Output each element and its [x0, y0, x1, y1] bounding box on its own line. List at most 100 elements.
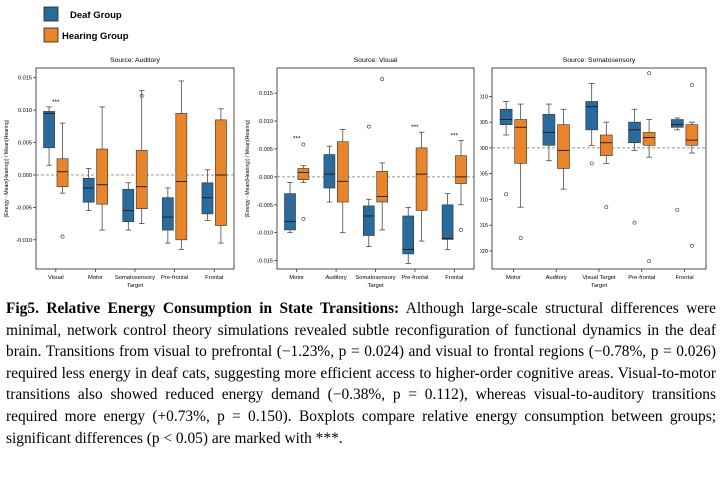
significance-marker: *** — [451, 133, 459, 140]
box-hearing — [96, 106, 108, 231]
y-tick-label: -0.010 — [257, 231, 273, 237]
x-tick-label: Auditory — [325, 275, 346, 281]
x-tick-label: Motor — [506, 275, 521, 281]
x-tick-label: Motor — [88, 275, 103, 281]
box-hearing — [557, 108, 570, 190]
outlier-point — [689, 83, 694, 87]
box-deaf — [82, 168, 95, 211]
box-hearing — [135, 90, 148, 224]
y-tick-label: 0.005 — [480, 120, 488, 126]
panel-source-somatosensory: Source: Somatosensory(Energy - Mean(Hear… — [480, 52, 720, 292]
box-hearing — [455, 140, 467, 232]
outlier-point — [647, 259, 651, 264]
box-iqr — [215, 119, 227, 226]
box-deaf — [323, 145, 336, 203]
x-tick-label: Frontal — [205, 275, 223, 281]
box-deaf — [43, 106, 55, 166]
outlier-point — [301, 216, 306, 221]
box-hearing — [415, 131, 428, 242]
outlier-point — [604, 205, 609, 210]
outlier-point — [301, 142, 306, 147]
box-iqr — [135, 150, 148, 210]
y-tick-label: -0.005 — [16, 205, 32, 211]
box-iqr — [96, 148, 108, 205]
box-iqr — [642, 132, 656, 146]
box-iqr — [628, 121, 641, 144]
box-iqr — [514, 119, 527, 164]
x-axis-label: Target — [367, 283, 384, 289]
box-iqr — [441, 204, 454, 240]
x-tick-label: Somatosensory — [355, 275, 395, 281]
box-hearing — [297, 142, 310, 221]
box-iqr — [499, 108, 513, 125]
x-tick-label: Auditory — [546, 275, 567, 281]
box-deaf — [628, 108, 641, 225]
boxplot-source-visual: Source: Visual (Energy - Mean(Hearing)) /… — [245, 57, 475, 289]
box-iqr — [297, 168, 310, 180]
box-iqr — [43, 111, 55, 149]
box-iqr — [201, 182, 214, 215]
box-iqr — [336, 141, 349, 203]
x-axis-label: Target — [591, 283, 608, 289]
panel-source-auditory: Source: Auditory (Energy - Mean(Hearing))… — [0, 52, 238, 292]
outlier-point — [647, 71, 651, 76]
outlier-point — [459, 228, 463, 232]
box-deaf — [402, 207, 415, 264]
box-iqr — [542, 114, 556, 146]
x-tick-label: Frontal — [445, 275, 463, 281]
box-deaf — [162, 187, 174, 244]
y-tick-label: -0.010 — [16, 238, 32, 244]
panel-source-visual: Source: Visual (Energy - Mean(Hearing)) /… — [240, 52, 480, 292]
box-iqr — [162, 197, 174, 231]
box-deaf — [585, 83, 599, 166]
box-hearing — [642, 71, 656, 264]
outlier-point — [589, 161, 594, 166]
y-tick-label: 0.000 — [259, 175, 273, 181]
chart-title: Source: Auditory — [110, 57, 160, 64]
box-hearing — [514, 103, 527, 240]
significance-marker: *** — [52, 99, 60, 106]
y-tick-label: 0.005 — [259, 147, 273, 153]
legend-swatch-deaf — [43, 6, 59, 22]
y-tick-label: 0.010 — [259, 119, 273, 125]
x-tick-label: Pre-frontal — [401, 275, 428, 281]
plot-frame — [491, 67, 707, 270]
box-iqr — [362, 205, 375, 236]
outlier-point — [139, 93, 144, 98]
box-iqr — [599, 134, 613, 156]
box-iqr — [402, 215, 415, 255]
y-tick-label: -0.005 — [257, 203, 273, 209]
y-tick-label: 0.010 — [480, 94, 488, 100]
box-iqr — [671, 119, 684, 128]
y-tick-label: -0.010 — [480, 197, 488, 203]
boxplot-source-somatosensory: Source: Somatosensory(Energy - Mean(Hear… — [480, 57, 707, 289]
y-tick-label: 0.000 — [18, 173, 32, 179]
box-iqr — [56, 158, 69, 187]
box-deaf — [122, 182, 135, 231]
y-tick-label: -0.015 — [257, 259, 273, 265]
outlier-point — [60, 234, 65, 239]
y-tick-label: 0.000 — [480, 146, 488, 152]
outlier-point — [504, 192, 509, 197]
significance-marker: *** — [411, 124, 419, 131]
box-iqr — [284, 193, 296, 231]
outlier-point — [675, 207, 680, 212]
outlier-point — [366, 124, 371, 129]
significance-marker: *** — [293, 136, 301, 143]
box-iqr — [685, 124, 699, 146]
box-hearing — [215, 108, 227, 244]
legend-label-deaf: Deaf Group — [70, 10, 122, 21]
box-iqr — [415, 147, 428, 211]
legend-swatch-hearing — [43, 27, 59, 43]
box-hearing — [685, 83, 699, 248]
outlier-point — [689, 243, 694, 248]
y-tick-label: -0.020 — [480, 249, 488, 255]
chart-title: Source: Visual — [354, 57, 398, 64]
box-hearing — [336, 129, 349, 234]
y-tick-label: -0.005 — [480, 172, 488, 178]
x-tick-label: Pre-frontal — [161, 275, 188, 281]
box-iqr — [323, 154, 336, 189]
outlier-point — [632, 220, 637, 225]
y-axis-label: (Energy - Mean(Hearing)) / Mean(Hearing) — [4, 119, 10, 217]
box-hearing — [56, 122, 69, 239]
